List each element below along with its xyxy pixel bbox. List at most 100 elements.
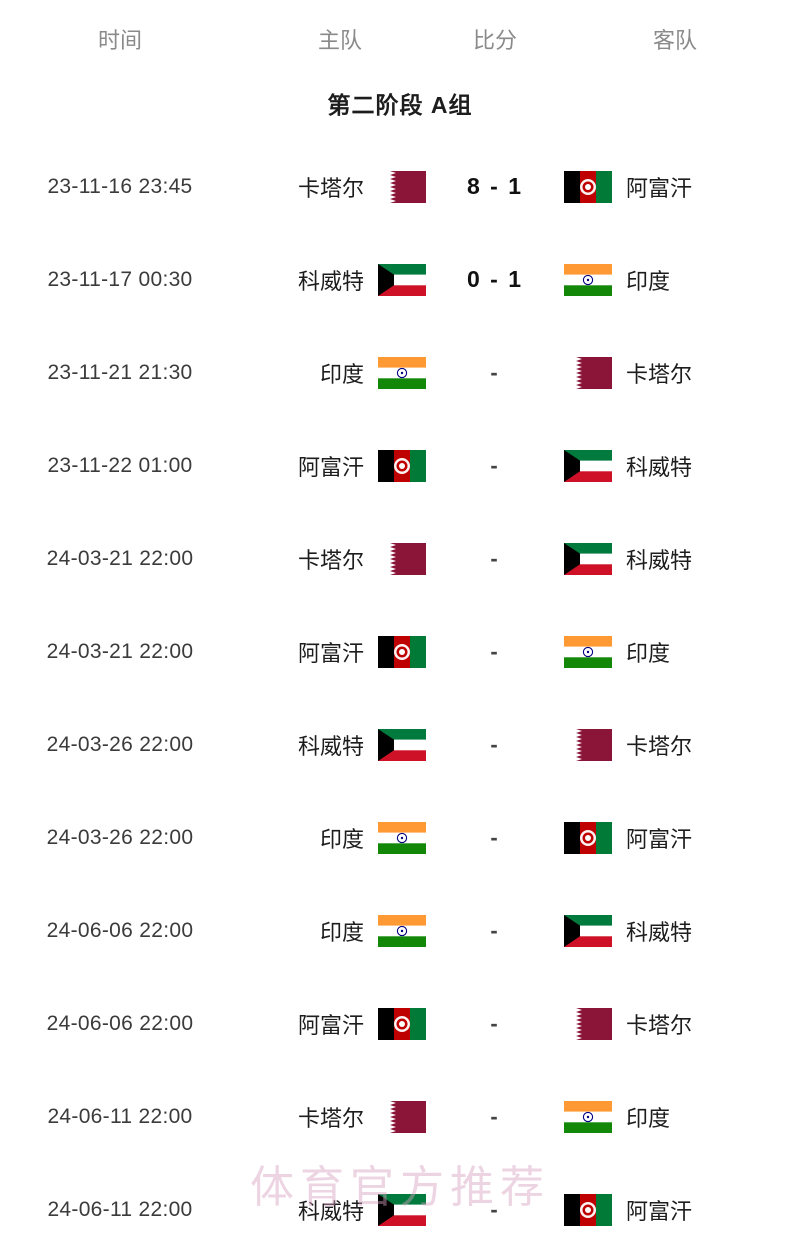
match-time: 24-06-11 22:00	[47, 1104, 193, 1128]
home-team-cell[interactable]: 阿富汗	[240, 635, 440, 668]
away-team-name: 阿富汗	[626, 175, 693, 201]
kuwait-flag	[378, 1193, 426, 1226]
qatar-flag	[378, 170, 426, 203]
away-team-name: 科威特	[626, 547, 693, 573]
away-team-name: 科威特	[626, 454, 693, 480]
match-time: 23-11-22 01:00	[47, 453, 193, 477]
qatar-flag	[564, 356, 612, 389]
table-row[interactable]: 23-11-16 23:45 卡塔尔 8 - 1 阿富汗	[0, 140, 800, 233]
kuwait-flag	[564, 914, 612, 947]
afghanistan-flag	[564, 1193, 612, 1226]
table-row[interactable]: 24-03-26 22:00 科威特 - 卡塔尔	[0, 698, 800, 791]
away-team-name: 阿富汗	[626, 826, 693, 852]
column-header-time: 时间	[97, 28, 142, 53]
away-team-cell[interactable]: 科威特	[550, 449, 800, 482]
away-team-cell[interactable]: 印度	[550, 635, 800, 668]
match-score: -	[490, 545, 500, 571]
home-team-cell[interactable]: 阿富汗	[240, 449, 440, 482]
match-score: -	[490, 917, 500, 943]
afghanistan-flag	[378, 1007, 426, 1040]
home-team-name: 科威特	[297, 733, 364, 759]
away-team-name: 卡塔尔	[626, 361, 693, 387]
away-team-cell[interactable]: 卡塔尔	[550, 356, 800, 389]
home-team-cell[interactable]: 卡塔尔	[240, 170, 440, 203]
home-team-cell[interactable]: 印度	[240, 356, 440, 389]
home-team-name: 科威特	[297, 268, 364, 294]
table-row[interactable]: 24-03-21 22:00 阿富汗 - 印度	[0, 605, 800, 698]
afghanistan-flag	[378, 635, 426, 668]
home-team-cell[interactable]: 卡塔尔	[240, 542, 440, 575]
afghanistan-flag	[378, 449, 426, 482]
home-team-cell[interactable]: 科威特	[240, 263, 440, 296]
match-rows: 23-11-16 23:45 卡塔尔 8 - 1 阿富汗 23-11-17 00:30 科…	[0, 140, 800, 1256]
match-score: -	[490, 1103, 500, 1129]
away-team-cell[interactable]: 卡塔尔	[550, 728, 800, 761]
match-score: 0 - 1	[466, 266, 524, 292]
home-team-name: 阿富汗	[297, 454, 364, 480]
table-header: 时间 主队 比分 客队	[0, 0, 800, 78]
home-team-name: 卡塔尔	[297, 1105, 364, 1131]
home-team-cell[interactable]: 阿富汗	[240, 1007, 440, 1040]
kuwait-flag	[564, 542, 612, 575]
away-team-cell[interactable]: 科威特	[550, 542, 800, 575]
away-team-cell[interactable]: 科威特	[550, 914, 800, 947]
home-team-cell[interactable]: 科威特	[240, 728, 440, 761]
table-row[interactable]: 23-11-22 01:00 阿富汗 - 科威特	[0, 419, 800, 512]
away-team-cell[interactable]: 阿富汗	[550, 1193, 800, 1226]
match-score: -	[490, 731, 500, 757]
table-row[interactable]: 24-03-26 22:00 印度 - 阿富汗	[0, 791, 800, 884]
home-team-cell[interactable]: 印度	[240, 821, 440, 854]
home-team-name: 印度	[319, 826, 364, 852]
match-time: 24-06-06 22:00	[46, 918, 194, 942]
away-team-cell[interactable]: 卡塔尔	[550, 1007, 800, 1040]
kuwait-flag	[564, 449, 612, 482]
india-flag	[378, 356, 426, 389]
home-team-name: 卡塔尔	[297, 175, 364, 201]
away-team-cell[interactable]: 阿富汗	[550, 170, 800, 203]
match-score: -	[490, 638, 500, 664]
india-flag	[378, 821, 426, 854]
match-score: 8 - 1	[466, 173, 524, 199]
india-flag	[564, 263, 612, 296]
match-score: -	[490, 452, 500, 478]
away-team-name: 卡塔尔	[626, 1012, 693, 1038]
qatar-flag	[378, 1100, 426, 1133]
table-row[interactable]: 23-11-21 21:30 印度 - 卡塔尔	[0, 326, 800, 419]
away-team-name: 印度	[626, 268, 671, 294]
match-time: 24-06-06 22:00	[46, 1011, 194, 1035]
away-team-name: 阿富汗	[626, 1198, 693, 1224]
home-team-name: 阿富汗	[297, 1012, 364, 1038]
away-team-name: 印度	[626, 640, 671, 666]
afghanistan-flag	[564, 170, 612, 203]
away-team-name: 卡塔尔	[626, 733, 693, 759]
match-time: 24-06-11 22:00	[47, 1197, 193, 1221]
home-team-name: 印度	[319, 919, 364, 945]
table-row[interactable]: 24-06-11 22:00 科威特 - 阿富汗	[0, 1163, 800, 1256]
home-team-name: 科威特	[297, 1198, 364, 1224]
home-team-cell[interactable]: 卡塔尔	[240, 1100, 440, 1133]
home-team-cell[interactable]: 印度	[240, 914, 440, 947]
away-team-cell[interactable]: 阿富汗	[550, 821, 800, 854]
column-header-score: 比分	[472, 28, 517, 53]
qatar-flag	[564, 1007, 612, 1040]
table-row[interactable]: 24-06-11 22:00 卡塔尔 - 印度	[0, 1070, 800, 1163]
india-flag	[378, 914, 426, 947]
table-row[interactable]: 24-03-21 22:00 卡塔尔 - 科威特	[0, 512, 800, 605]
table-row[interactable]: 23-11-17 00:30 科威特 0 - 1 印度	[0, 233, 800, 326]
table-row[interactable]: 24-06-06 22:00 印度 - 科威特	[0, 884, 800, 977]
column-header-away: 客队	[652, 28, 697, 53]
away-team-cell[interactable]: 印度	[550, 1100, 800, 1133]
match-score: -	[490, 1010, 500, 1036]
home-team-cell[interactable]: 科威特	[240, 1193, 440, 1226]
away-team-cell[interactable]: 印度	[550, 263, 800, 296]
match-time: 24-03-26 22:00	[46, 825, 194, 849]
group-title: 第二阶段 A组	[327, 92, 473, 118]
afghanistan-flag	[564, 821, 612, 854]
india-flag	[564, 1100, 612, 1133]
table-row[interactable]: 24-06-06 22:00 阿富汗 - 卡塔尔	[0, 977, 800, 1070]
match-time: 24-03-21 22:00	[46, 639, 194, 663]
match-score: -	[490, 1196, 500, 1222]
qatar-flag	[564, 728, 612, 761]
away-team-name: 科威特	[626, 919, 693, 945]
